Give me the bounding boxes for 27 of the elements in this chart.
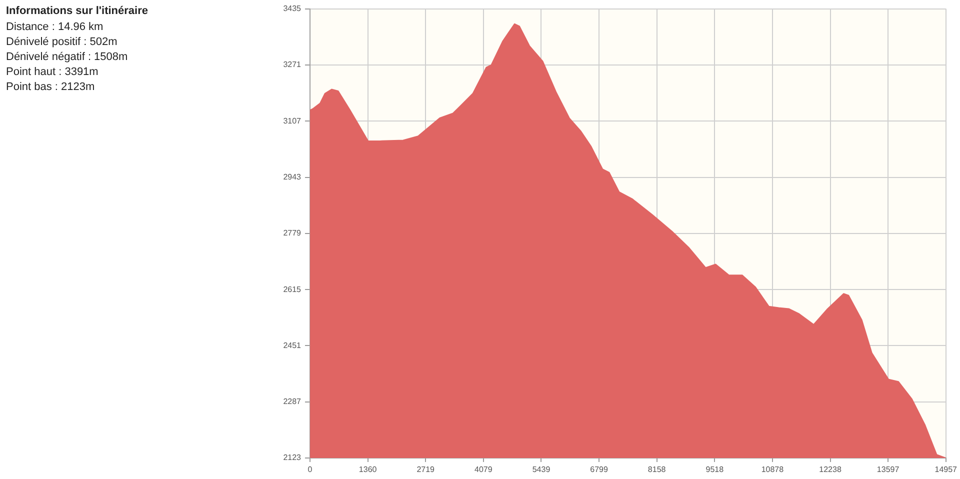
x-tick-label: 0 bbox=[308, 465, 313, 474]
y-tick-label: 2943 bbox=[283, 172, 302, 182]
x-tick-label: 10878 bbox=[761, 465, 784, 474]
text: Point bas : 2123m bbox=[6, 80, 96, 95]
y-tick-label: 2451 bbox=[283, 340, 302, 350]
x-tick-label: 2719 bbox=[416, 465, 436, 474]
x-tick-label: 4079 bbox=[474, 465, 493, 474]
text: Dénivelé positif : 502m bbox=[6, 35, 118, 50]
y-tick-label: 2779 bbox=[283, 228, 302, 238]
y-tick-label: 3435 bbox=[283, 4, 302, 14]
text: Distance : 14.96 km bbox=[6, 20, 104, 35]
y-tick-label: 2287 bbox=[283, 397, 302, 406]
y-tick-label: 3107 bbox=[283, 116, 302, 126]
text: Informations sur l'itinéraire bbox=[6, 4, 148, 19]
x-tick-label: 5439 bbox=[532, 465, 551, 474]
x-tick-label: 1360 bbox=[358, 465, 378, 474]
y-tick-label: 2615 bbox=[283, 284, 302, 294]
text: Point haut : 3391m bbox=[6, 65, 100, 80]
x-tick-label: 12238 bbox=[819, 465, 842, 474]
y-tick-label: 2123 bbox=[283, 453, 302, 462]
text: Dénivelé négatif : 1508m bbox=[6, 50, 129, 65]
x-tick-label: 9518 bbox=[706, 465, 724, 474]
x-tick-label: 13597 bbox=[876, 465, 900, 474]
x-tick-label: 14957 bbox=[934, 465, 958, 474]
y-tick-label: 3271 bbox=[283, 60, 302, 70]
x-tick-label: 6799 bbox=[590, 465, 608, 474]
x-tick-label: 8158 bbox=[648, 465, 666, 474]
